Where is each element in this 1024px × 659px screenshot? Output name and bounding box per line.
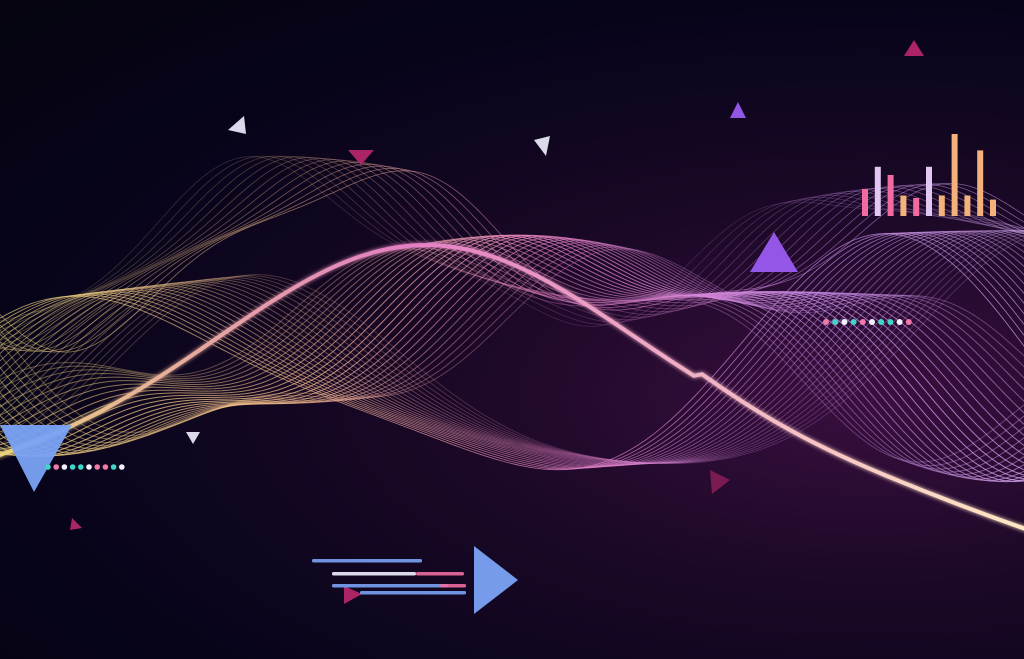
wave-line <box>0 237 1024 454</box>
wave-line <box>0 165 1024 353</box>
dot-rows <box>45 319 912 470</box>
chart-bar <box>938 195 945 216</box>
wave-line <box>0 161 1024 351</box>
dot <box>878 319 885 325</box>
wave-line <box>0 232 1024 470</box>
chart-bar <box>926 166 932 216</box>
wave-line <box>0 167 1024 353</box>
wave-line <box>0 233 1024 471</box>
wave-line <box>0 231 1024 468</box>
chart-bar <box>874 166 881 216</box>
progress-bar <box>360 591 466 595</box>
wave-line <box>0 235 1024 464</box>
dot <box>53 464 59 470</box>
wave-line <box>0 230 1024 465</box>
bright-wave-line <box>0 243 1024 531</box>
dot <box>905 319 912 325</box>
wave-line <box>0 230 1024 466</box>
white-triangle-small <box>534 136 550 156</box>
wave-line <box>0 230 1024 467</box>
wave-line <box>0 238 1024 480</box>
chart-bar <box>900 195 907 216</box>
wave-line <box>0 155 1024 327</box>
wave-line <box>0 155 1024 331</box>
wave-line <box>0 158 1024 346</box>
wave-line <box>0 232 1024 464</box>
dim-magenta-triangle <box>710 470 730 494</box>
wave-bundle <box>0 155 1024 483</box>
dot <box>869 319 875 325</box>
dot <box>69 464 76 470</box>
tiny-magenta-triangle <box>70 518 82 530</box>
tiny-triangle <box>186 432 200 444</box>
dot <box>110 464 117 470</box>
wave-line <box>0 238 1024 465</box>
chart-bar <box>951 134 958 216</box>
wave-line <box>0 231 1024 468</box>
dot <box>841 319 848 325</box>
dot <box>859 319 866 325</box>
purple-triangle <box>750 232 798 272</box>
chart-bar <box>977 150 984 216</box>
bright-wave-path <box>0 243 1024 531</box>
dot <box>119 464 125 470</box>
wave-line <box>0 232 1024 469</box>
wave-line <box>0 156 1024 327</box>
wave-line <box>0 232 1024 470</box>
wave-line <box>0 235 1024 483</box>
progress-bars <box>312 559 466 595</box>
chart-bar <box>913 198 920 216</box>
dot <box>86 464 92 470</box>
white-triangle <box>228 116 246 134</box>
blue-triangle-left <box>0 425 72 492</box>
magenta-triangle-top <box>904 40 924 56</box>
small-purple-triangle <box>730 102 746 118</box>
wave-line <box>0 244 1024 470</box>
progress-arrow-triangle <box>344 586 362 604</box>
chart-bar <box>862 188 868 216</box>
dot <box>102 464 109 470</box>
dot <box>896 319 903 325</box>
wave-line <box>0 243 1024 473</box>
progress-bar <box>416 572 464 576</box>
progress-bar <box>332 572 416 576</box>
chart-bar <box>990 199 996 216</box>
wave-line <box>0 155 1024 325</box>
progress-bar <box>332 584 448 588</box>
dot <box>887 319 894 325</box>
triangle-shapes <box>0 40 924 614</box>
progress-bar <box>312 559 422 563</box>
chart-bar <box>887 175 894 216</box>
wave-line <box>0 240 1024 478</box>
dot <box>823 319 829 325</box>
dot <box>850 319 857 325</box>
dot <box>78 464 84 470</box>
dot <box>61 464 68 470</box>
progress-bar <box>440 584 466 588</box>
bar-chart-icon <box>862 134 996 216</box>
wave-line <box>0 236 1024 482</box>
wave-line <box>0 170 1024 353</box>
wave-line <box>0 231 1024 467</box>
wave-line <box>0 230 1024 464</box>
blue-triangle-play <box>474 546 518 614</box>
dot <box>832 319 839 325</box>
wave-line <box>0 236 1024 455</box>
chart-bar <box>964 195 971 216</box>
dot <box>45 464 51 470</box>
dot <box>94 464 100 470</box>
wave-line <box>0 231 1024 469</box>
magenta-triangle <box>348 150 374 165</box>
